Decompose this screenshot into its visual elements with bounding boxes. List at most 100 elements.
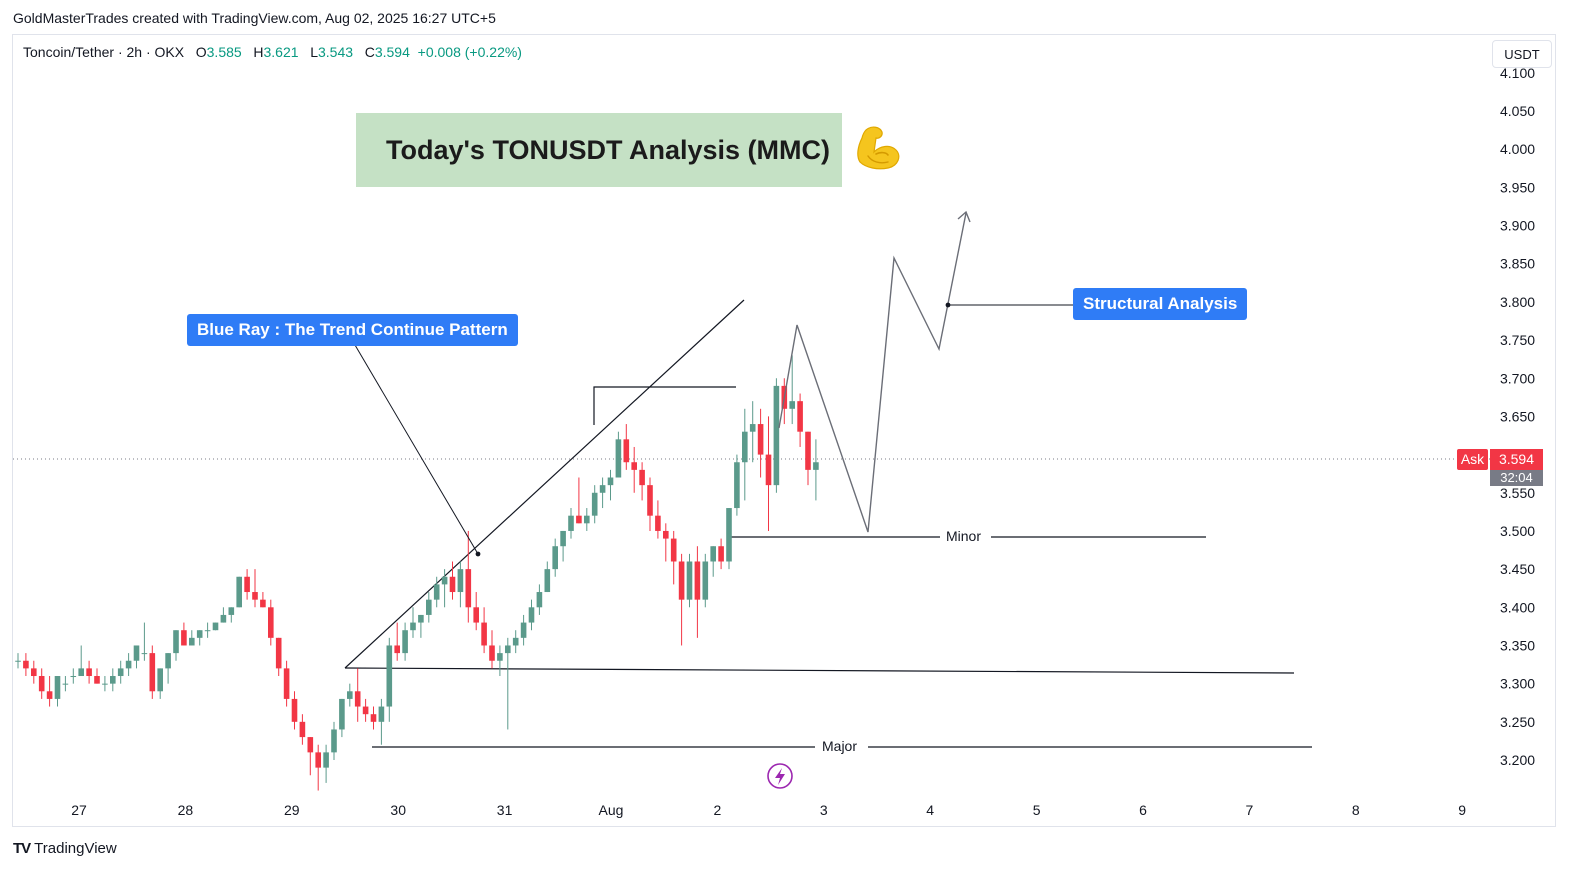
base-support-line[interactable]: [344, 667, 1295, 674]
candle[interactable]: [283, 660, 290, 707]
blue-ray-label[interactable]: Blue Ray : The Trend Continue Pattern: [187, 314, 518, 346]
candle[interactable]: [813, 439, 819, 501]
symbol-legend[interactable]: Toncoin/Tether · 2h · OKX O3.585 H3.621 …: [23, 44, 522, 60]
candle[interactable]: [70, 668, 77, 684]
candle[interactable]: [797, 393, 803, 447]
candle[interactable]: [15, 653, 21, 669]
candle[interactable]: [362, 698, 369, 722]
candle[interactable]: [307, 737, 314, 776]
candle[interactable]: [726, 508, 732, 570]
candle[interactable]: [655, 500, 661, 539]
candle[interactable]: [663, 523, 669, 562]
candle[interactable]: [260, 592, 266, 608]
candle[interactable]: [457, 561, 464, 608]
candle[interactable]: [54, 676, 61, 707]
candle[interactable]: [639, 462, 645, 501]
candle[interactable]: [757, 408, 764, 478]
candle[interactable]: [133, 645, 140, 669]
candle[interactable]: [805, 431, 811, 486]
candle[interactable]: [489, 630, 495, 669]
candle[interactable]: [631, 446, 637, 493]
structural-analysis-label[interactable]: Structural Analysis: [1073, 288, 1248, 320]
candle[interactable]: [347, 683, 353, 707]
candle[interactable]: [560, 530, 566, 562]
candle[interactable]: [773, 378, 780, 493]
candle[interactable]: [591, 485, 598, 524]
candle[interactable]: [568, 508, 574, 539]
candle[interactable]: [181, 622, 187, 646]
candle[interactable]: [189, 630, 195, 646]
candle[interactable]: [647, 477, 653, 531]
candle[interactable]: [315, 744, 321, 791]
candle[interactable]: [418, 614, 424, 638]
candle[interactable]: [402, 622, 408, 661]
analysis-title[interactable]: Today's TONUSDT Analysis (MMC): [356, 113, 842, 187]
candle[interactable]: [236, 576, 242, 608]
candle[interactable]: [339, 698, 345, 738]
candle[interactable]: [599, 477, 606, 509]
lightning-icon[interactable]: [767, 763, 793, 789]
candle[interactable]: [46, 676, 53, 707]
candle[interactable]: [378, 698, 385, 745]
candle[interactable]: [157, 668, 163, 699]
candle[interactable]: [686, 553, 693, 608]
candle[interactable]: [702, 553, 709, 608]
candle[interactable]: [473, 592, 479, 631]
candle[interactable]: [204, 622, 211, 638]
candle[interactable]: [394, 622, 400, 661]
candle[interactable]: [125, 653, 132, 677]
candle[interactable]: [528, 599, 535, 631]
candle[interactable]: [244, 569, 250, 600]
candle[interactable]: [173, 630, 179, 661]
candle[interactable]: [94, 668, 100, 684]
candle[interactable]: [789, 355, 795, 425]
candle[interactable]: [228, 607, 235, 623]
candle[interactable]: [512, 630, 519, 654]
candle[interactable]: [615, 431, 622, 478]
candle[interactable]: [110, 668, 116, 692]
projection-path[interactable]: [778, 212, 967, 533]
candle[interactable]: [196, 630, 203, 646]
candle[interactable]: [149, 645, 156, 699]
candle[interactable]: [117, 660, 124, 684]
candle[interactable]: [718, 538, 724, 570]
candle[interactable]: [765, 416, 772, 531]
candle[interactable]: [386, 637, 393, 722]
candle[interactable]: [710, 546, 716, 577]
candle[interactable]: [38, 668, 45, 699]
candle[interactable]: [291, 691, 298, 730]
candle[interactable]: [694, 546, 701, 638]
candle[interactable]: [323, 744, 329, 783]
candle[interactable]: [584, 508, 590, 531]
candle[interactable]: [268, 599, 274, 646]
candle[interactable]: [275, 637, 282, 677]
blue-ray-trendline[interactable]: [344, 299, 745, 669]
candle[interactable]: [78, 645, 84, 677]
candle[interactable]: [31, 660, 37, 684]
candle[interactable]: [607, 469, 614, 501]
candle[interactable]: [331, 721, 337, 760]
candle[interactable]: [370, 706, 377, 730]
chart-frame[interactable]: [12, 34, 1556, 827]
candle[interactable]: [670, 530, 677, 585]
candle[interactable]: [354, 668, 361, 722]
candle[interactable]: [410, 607, 416, 638]
tradingview-logo[interactable]: TV TradingView: [13, 840, 117, 857]
candle[interactable]: [734, 454, 740, 516]
candle[interactable]: [481, 607, 487, 654]
candle[interactable]: [742, 408, 748, 501]
candle[interactable]: [623, 424, 630, 470]
candle[interactable]: [220, 607, 227, 623]
candle[interactable]: [465, 530, 472, 623]
candle[interactable]: [678, 553, 685, 646]
candle[interactable]: [433, 576, 440, 608]
candle[interactable]: [497, 645, 503, 677]
resistance-range[interactable]: [593, 386, 736, 425]
candle[interactable]: [749, 401, 756, 463]
candle[interactable]: [212, 622, 219, 631]
candle[interactable]: [441, 569, 448, 608]
candle[interactable]: [536, 584, 543, 615]
candle[interactable]: [62, 676, 69, 692]
candle[interactable]: [102, 676, 108, 692]
